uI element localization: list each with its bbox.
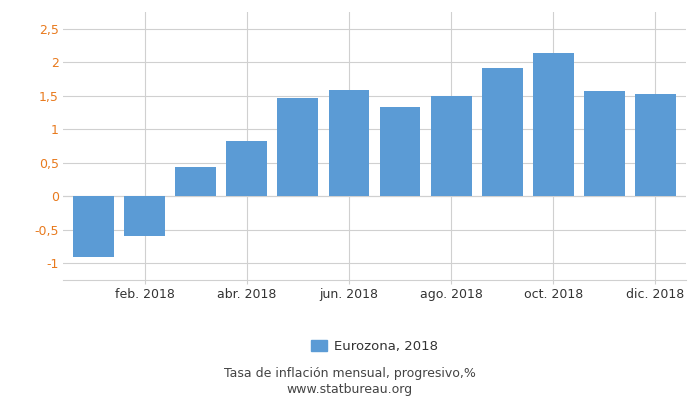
Bar [328, 90, 370, 196]
Bar [635, 94, 675, 196]
Bar [175, 167, 216, 196]
Bar [482, 68, 523, 196]
Bar [430, 96, 472, 196]
Text: www.statbureau.org: www.statbureau.org [287, 384, 413, 396]
Bar [125, 196, 165, 236]
Bar [277, 98, 318, 196]
Bar [74, 196, 114, 256]
Legend: Eurozona, 2018: Eurozona, 2018 [306, 335, 443, 358]
Bar [533, 53, 574, 196]
Bar [584, 91, 624, 196]
Bar [226, 141, 267, 196]
Bar [379, 107, 421, 196]
Text: Tasa de inflación mensual, progresivo,%: Tasa de inflación mensual, progresivo,% [224, 368, 476, 380]
